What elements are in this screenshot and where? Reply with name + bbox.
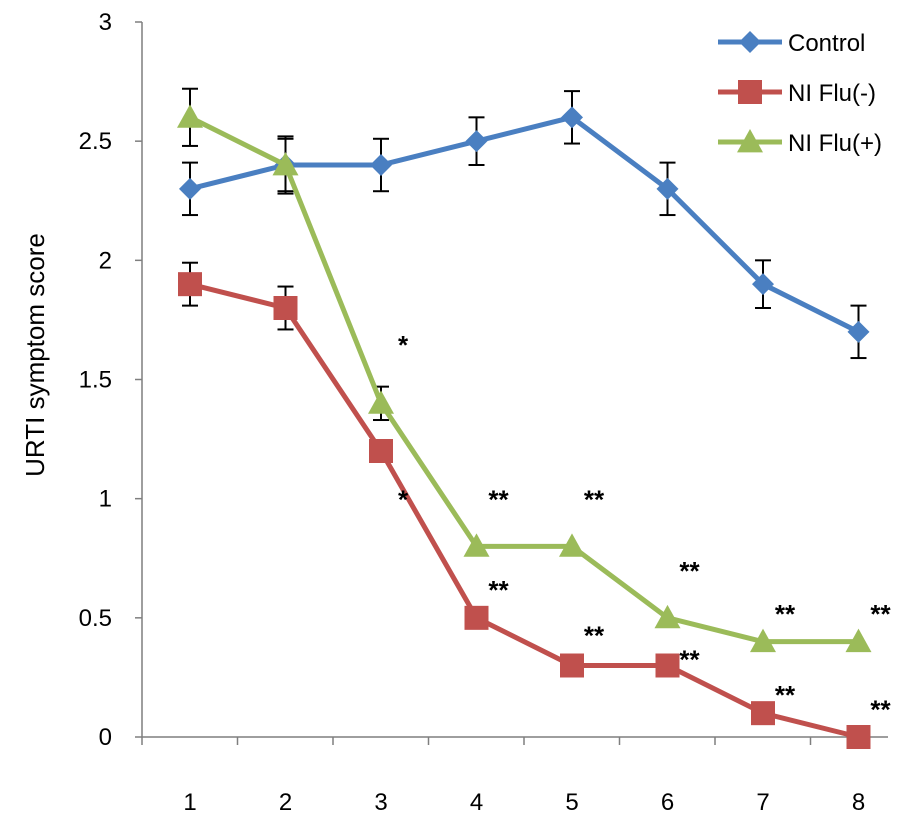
significance-marker: **	[584, 621, 605, 651]
significance-annotations: ** ********************	[398, 330, 892, 725]
data-point	[177, 104, 203, 128]
significance-marker: *	[398, 330, 409, 360]
data-point	[656, 177, 679, 200]
series-line	[189, 281, 860, 740]
significance-marker: **	[679, 644, 700, 674]
legend-marker	[738, 80, 762, 104]
x-tick-label: 5	[565, 789, 578, 816]
data-point	[178, 272, 202, 297]
data-point	[560, 653, 584, 678]
x-tick-label: 7	[756, 789, 769, 816]
y-tick-label: 2	[99, 247, 112, 274]
y-tick-label: 0.5	[79, 605, 112, 632]
data-point	[750, 628, 776, 653]
y-axis-ticks: 0 0.5 1 1.5 2 2.5 3	[79, 9, 142, 751]
significance-marker: *	[398, 485, 409, 515]
data-point	[370, 154, 392, 176]
data-point	[559, 533, 585, 557]
data-point	[654, 604, 681, 629]
data-point	[368, 390, 394, 414]
significance-marker: **	[488, 485, 509, 515]
x-tick-label: 3	[374, 789, 387, 816]
y-tick-label: 2.5	[79, 128, 112, 155]
data-point	[179, 177, 201, 200]
legend-marker	[739, 31, 761, 53]
series-line	[189, 114, 860, 335]
data-point	[464, 605, 489, 630]
significance-marker: **	[775, 680, 796, 710]
series-ni-flu	[177, 87, 872, 653]
data-point	[561, 106, 583, 129]
significance-marker: **	[870, 694, 891, 724]
data-point	[369, 439, 393, 463]
data-point	[752, 273, 774, 296]
data-point	[272, 152, 299, 176]
significance-marker: **	[584, 485, 605, 515]
data-point	[845, 628, 872, 653]
y-tick-label: 1	[99, 486, 112, 513]
x-tick-label: 2	[279, 789, 292, 816]
data-point	[655, 653, 680, 678]
data-point	[751, 701, 775, 726]
data-point	[273, 296, 298, 320]
data-point	[847, 320, 870, 343]
y-tick-label: 3	[99, 9, 112, 36]
x-tick-label: 6	[661, 789, 674, 816]
series-layer	[177, 87, 872, 749]
data-point	[463, 533, 490, 557]
significance-marker: **	[679, 556, 700, 586]
legend-label: NI Flu(-)	[788, 80, 876, 107]
significance-marker: **	[775, 599, 796, 629]
y-tick-label: 1.5	[79, 367, 112, 394]
legend-item-ni-flu: NI Flu(+)	[718, 129, 882, 157]
data-point	[846, 725, 871, 749]
significance-marker: **	[488, 575, 509, 605]
x-axis-ticks: 1 2 3 4 5 6 7 8	[141, 737, 865, 816]
data-point	[465, 130, 488, 153]
significance-marker: **	[870, 599, 891, 629]
legend-marker	[737, 129, 763, 153]
legend-item-ni-flu: NI Flu(-)	[718, 80, 876, 107]
legend-label: NI Flu(+)	[788, 130, 882, 157]
y-tick-label: 0	[99, 724, 112, 751]
x-tick-label: 1	[183, 789, 196, 816]
x-tick-label: 4	[470, 789, 483, 816]
x-tick-label: 8	[852, 789, 865, 816]
legend-label: Control	[788, 30, 865, 57]
y-axis-title: URTI symptom score	[20, 233, 50, 477]
series-ni-flu	[178, 261, 871, 749]
series-line	[188, 115, 859, 645]
legend: Control NI Flu(-) NI Flu(+)	[718, 30, 882, 157]
legend-item-control: Control	[718, 30, 865, 57]
